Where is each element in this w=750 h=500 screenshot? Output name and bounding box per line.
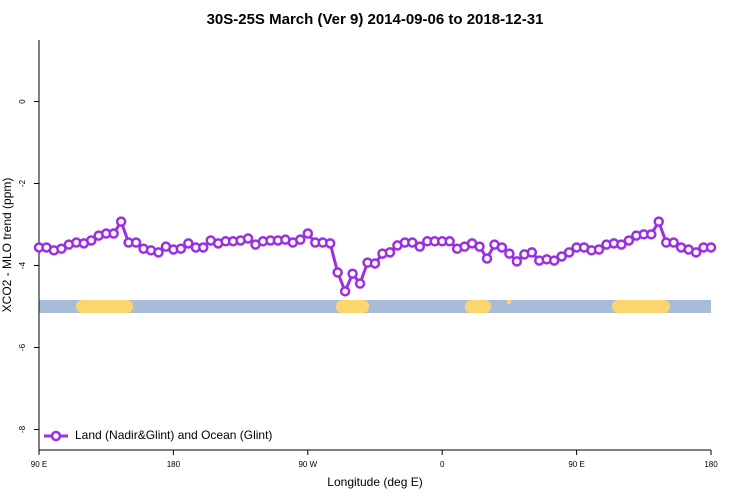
y-tick-label: -6 — [18, 343, 27, 351]
data-point — [623, 235, 635, 246]
data-point — [347, 268, 358, 279]
x-axis-label: Longitude (deg E) — [327, 475, 422, 489]
land-band — [507, 300, 511, 304]
data-point — [690, 247, 702, 258]
data-point — [407, 237, 418, 248]
data-point — [504, 248, 515, 259]
y-tick-label: -4 — [18, 261, 27, 269]
data-point — [653, 216, 664, 227]
data-point — [302, 228, 314, 239]
data-point — [384, 247, 396, 258]
series-line — [39, 218, 711, 296]
land-band — [336, 300, 369, 313]
data-point — [444, 236, 455, 247]
y-tick-label: -2 — [18, 179, 27, 187]
data-point — [369, 258, 381, 269]
data-point — [705, 242, 717, 253]
data-point — [474, 241, 485, 252]
x-tick-label: 90 W — [298, 460, 317, 469]
data-point — [414, 241, 426, 252]
data-point — [183, 238, 194, 249]
data-point — [56, 243, 67, 254]
land-band — [76, 300, 133, 313]
x-tick-label: 180 — [704, 460, 718, 469]
legend: Land (Nadir&Glint) and Ocean (Glint) — [44, 428, 272, 442]
data-point — [354, 278, 366, 289]
data-point — [593, 244, 605, 255]
data-point — [130, 237, 142, 248]
data-point — [616, 239, 627, 250]
data-point — [115, 216, 127, 227]
data-point — [556, 251, 567, 262]
data-point — [153, 247, 164, 258]
land-band — [465, 300, 491, 313]
y-axis-label: XCO2 - MLO trend (ppm) — [0, 178, 14, 313]
data-point — [339, 286, 351, 297]
legend-marker — [50, 430, 62, 442]
x-tick-label: 90 E — [31, 460, 47, 469]
x-tick-label: 90 E — [568, 460, 584, 469]
data-point — [563, 247, 575, 258]
data-point — [668, 237, 679, 248]
data-point — [511, 256, 523, 267]
data-point — [198, 242, 209, 253]
data-point — [295, 234, 306, 245]
data-point — [481, 253, 493, 264]
ocean-band — [39, 300, 711, 313]
data-point — [332, 267, 343, 278]
land-band — [612, 300, 670, 313]
data-point — [324, 238, 336, 249]
data-point — [548, 255, 560, 266]
x-tick-label: 180 — [167, 460, 181, 469]
y-tick-label: -8 — [18, 425, 27, 433]
data-point — [526, 247, 538, 258]
data-point — [496, 242, 508, 253]
x-tick-label: 0 — [440, 460, 445, 469]
data-point — [175, 243, 187, 254]
data-point — [86, 235, 97, 246]
land-ocean-band — [39, 300, 711, 313]
data-point — [242, 233, 254, 244]
data-point — [646, 229, 657, 240]
chart-title: 30S-25S March (Ver 9) 2014-09-06 to 2018… — [207, 11, 544, 28]
legend-label: Land (Nadir&Glint) and Ocean (Glint) — [75, 428, 272, 442]
y-tick-label: 0 — [18, 99, 27, 104]
data-point — [108, 228, 119, 239]
